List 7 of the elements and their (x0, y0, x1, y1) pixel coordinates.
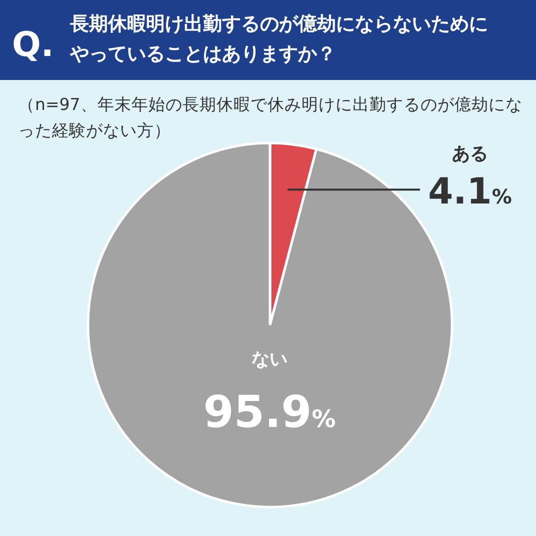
slice-label: ある (452, 144, 488, 165)
slice-label: ない (252, 349, 288, 370)
text: Q. (12, 25, 54, 65)
chart-title: 長期休暇明け出勤するのが億劫にならないためにやっていることはありますか？ (69, 13, 488, 65)
data-label: 4.1% (428, 172, 512, 213)
data-label: 95.9% (203, 387, 336, 438)
chart-subtitle: （n=97、年末年始の長期休暇で休み明けに出勤するのが億劫になった経験がない方） (18, 95, 522, 140)
